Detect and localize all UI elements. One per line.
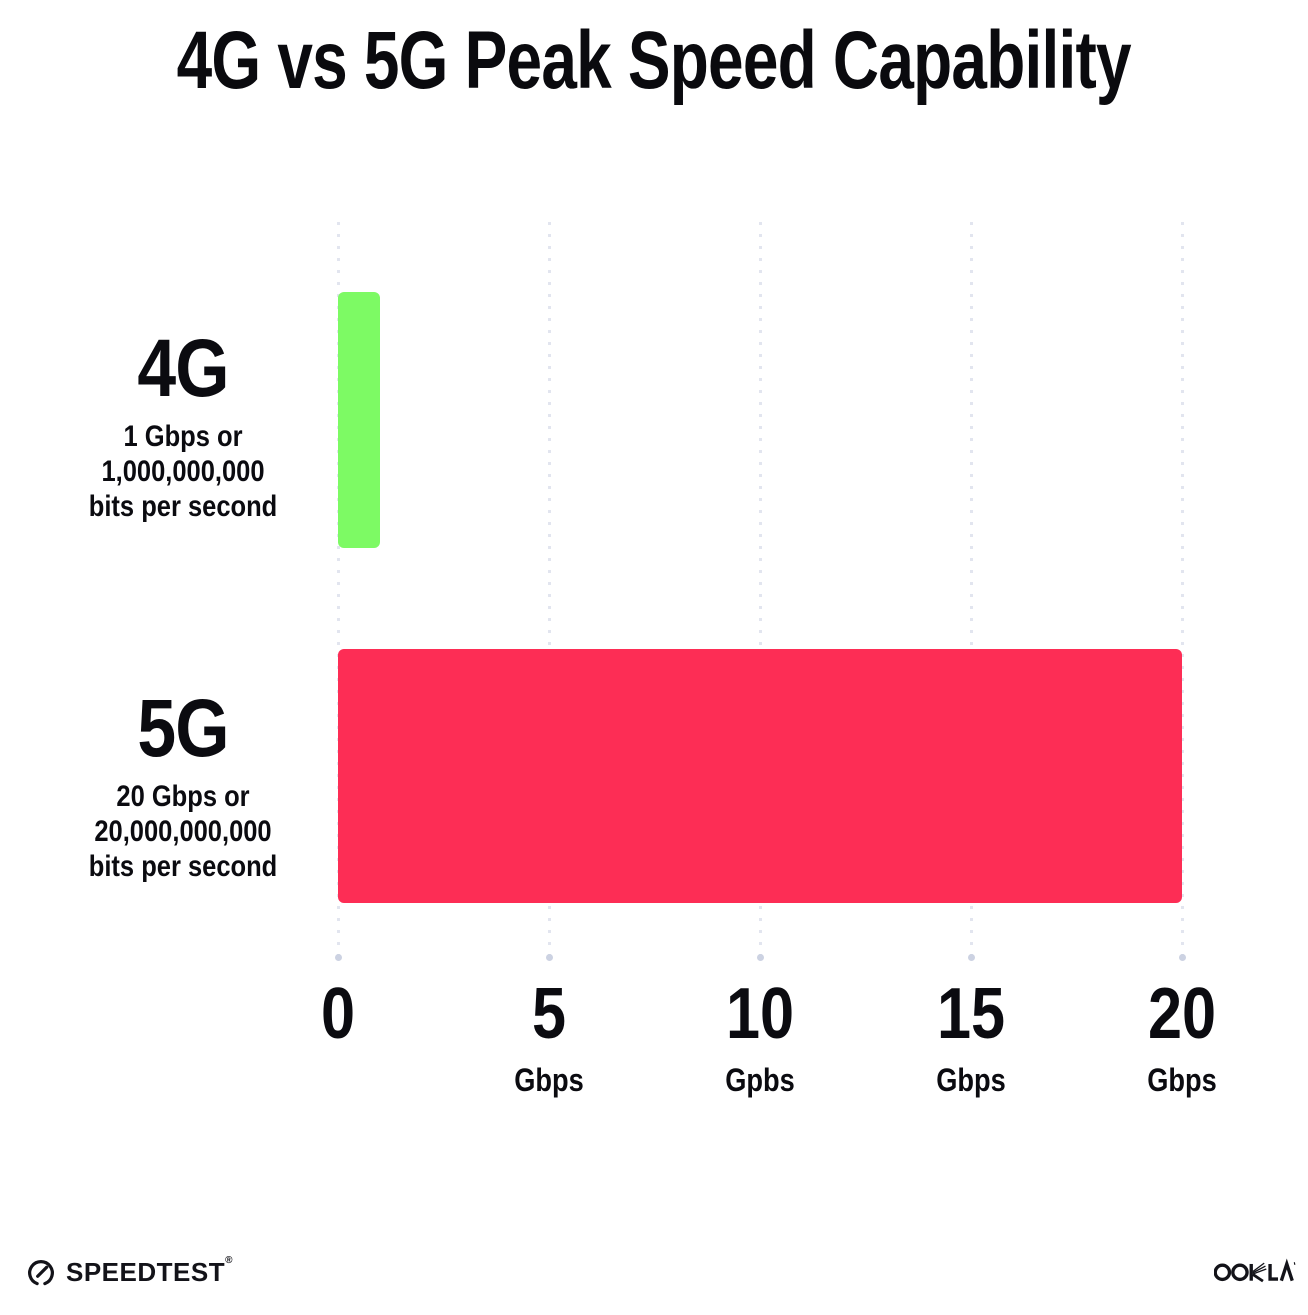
gridline-20 — [1178, 222, 1186, 961]
x-axis: 0 5 Gbps 10 Gpbs 15 Gbps 20 Gbps — [321, 974, 1217, 1098]
x-tick-5: 5 Gbps — [514, 974, 584, 1098]
row-label-4g: 4G 1 Gbps or 1,000,000,000 bits per seco… — [38, 328, 328, 524]
row-label-5g: 5G 20 Gbps or 20,000,000,000 bits per se… — [38, 688, 328, 884]
row-label-5g-main: 5G — [137, 683, 229, 774]
gridline-10 — [756, 222, 764, 961]
row-label-4g-main: 4G — [137, 323, 229, 414]
bar-5g — [338, 649, 1182, 903]
gridline-0 — [334, 222, 342, 961]
x-tick-0: 0 — [320, 974, 356, 1054]
chart-title-text: 4G vs 5G Peak Speed Capability — [176, 15, 1132, 106]
gauge-icon — [24, 1255, 58, 1289]
gridline-5 — [545, 222, 553, 961]
speedtest-logo: SPEEDTEST® — [24, 1255, 233, 1289]
x-tick-20: 20 Gbps — [1147, 974, 1217, 1098]
ookla-wordmark-icon — [1214, 1258, 1296, 1285]
row-label-5g-sub: 20 Gbps or 20,000,000,000 bits per secon… — [88, 780, 278, 883]
registered-trademark-icon: ® — [225, 1254, 233, 1266]
x-tick-15: 15 Gbps — [936, 974, 1006, 1098]
x-tick-10: 10 Gpbs — [725, 974, 795, 1098]
gridline-15 — [967, 222, 975, 961]
plot-area — [334, 222, 1186, 961]
chart-title: 4G vs 5G Peak Speed Capability — [0, 15, 1308, 106]
speedtest-wordmark: SPEEDTEST® — [66, 1254, 233, 1287]
ookla-logo — [1214, 1258, 1296, 1290]
row-label-4g-sub: 1 Gbps or 1,000,000,000 bits per second — [88, 420, 278, 523]
bar-4g — [338, 292, 381, 548]
